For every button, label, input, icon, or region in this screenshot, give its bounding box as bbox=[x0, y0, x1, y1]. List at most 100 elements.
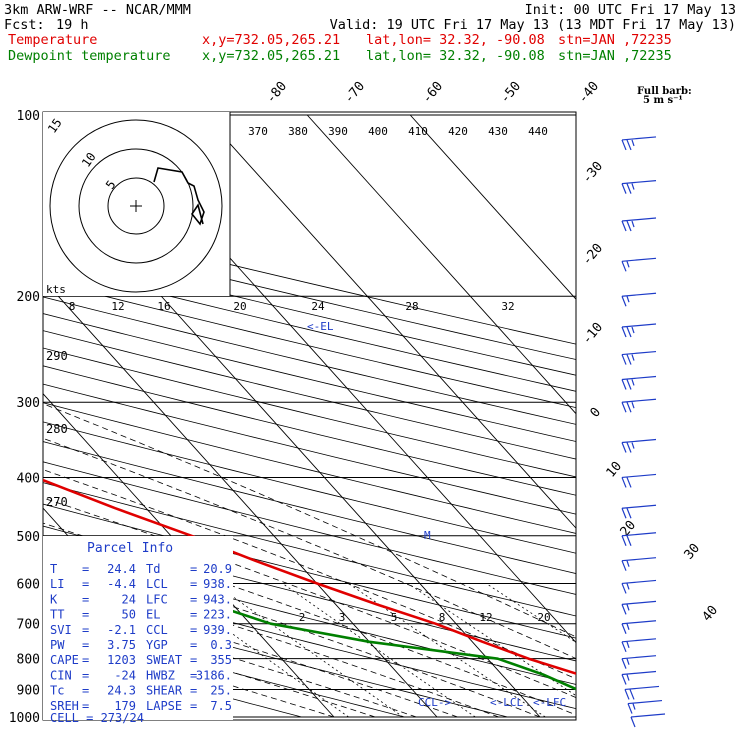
parcel-param-value: -2.1 bbox=[107, 623, 136, 637]
parcel-param-sep: = bbox=[190, 562, 197, 576]
parcel-param-sep: = bbox=[82, 653, 89, 667]
barb-staff bbox=[621, 620, 657, 625]
barb-flag bbox=[626, 379, 632, 390]
m-marker: M bbox=[424, 529, 431, 542]
barb-staff bbox=[630, 713, 666, 718]
parcel-param-name: SVI bbox=[50, 623, 72, 637]
dewpoint-station: stn=JAN ,72235 bbox=[558, 48, 672, 64]
barb-flag bbox=[621, 560, 627, 571]
parcel-param-value: 938. bbox=[203, 577, 232, 591]
hodograph-top-label: 380 bbox=[288, 125, 308, 138]
wind-barb bbox=[624, 685, 660, 700]
barb-flag bbox=[626, 183, 632, 194]
parcel-param-name: PW bbox=[50, 638, 65, 652]
wind-barb bbox=[621, 638, 657, 653]
parcel-cell: CELL = 273/24 bbox=[50, 711, 144, 725]
isotherm bbox=[203, 114, 576, 529]
barb-half-flag bbox=[626, 623, 630, 630]
barb-flag bbox=[627, 703, 633, 714]
dry-adiabat bbox=[43, 248, 576, 376]
barb-flag bbox=[621, 583, 627, 594]
dry-adiabat bbox=[43, 461, 576, 595]
barb-half-flag bbox=[631, 326, 635, 334]
dry-adiabat bbox=[43, 264, 576, 392]
pressure-label: 700 bbox=[17, 618, 40, 633]
barb-staff bbox=[621, 600, 657, 605]
dry-adiabat bbox=[43, 596, 508, 718]
pressure-label: 200 bbox=[17, 290, 40, 305]
barb-staff bbox=[621, 292, 657, 297]
barb-flag bbox=[621, 139, 627, 151]
moist-adiabat bbox=[43, 615, 376, 718]
barb-half-flag bbox=[631, 354, 635, 361]
barb-legend: Full barb: 5 m s⁻¹ bbox=[637, 86, 692, 106]
parcel-param-sep: = bbox=[82, 592, 89, 606]
wind-barb bbox=[621, 257, 657, 272]
barb-staff bbox=[621, 532, 657, 537]
parcel-param-name: Td bbox=[146, 562, 160, 576]
wind-barb bbox=[621, 670, 657, 685]
barb-staff bbox=[621, 136, 657, 141]
isotherm-label: -80 bbox=[264, 79, 291, 107]
parcel-param-value: 3186. bbox=[196, 668, 232, 682]
barb-half-flag bbox=[626, 560, 630, 567]
isotherm-label: 30 bbox=[682, 541, 704, 563]
parcel-param-value: 50 bbox=[122, 608, 136, 622]
barb-half-flag bbox=[631, 139, 635, 147]
forecast-hour: 19 h bbox=[56, 17, 89, 33]
parcel-param-value: 24.3 bbox=[107, 684, 136, 698]
parcel-param-value: 355 bbox=[210, 653, 232, 667]
dry-adiabat bbox=[43, 441, 576, 574]
isotherm-label: -10 bbox=[580, 320, 607, 348]
wind-barb bbox=[621, 179, 657, 194]
hodograph-ring-5 bbox=[107, 177, 165, 235]
parcel-param-name: EL bbox=[146, 608, 160, 622]
parcel-param-value: 943. bbox=[203, 592, 232, 606]
isotherm bbox=[409, 114, 576, 300]
hodograph-ring-label: 15 bbox=[45, 116, 65, 136]
barb-half-flag bbox=[631, 402, 635, 409]
dry-adiabat bbox=[43, 503, 576, 639]
wind-barb bbox=[621, 323, 657, 338]
pressure-label: 400 bbox=[17, 471, 40, 486]
barb-half-flag bbox=[631, 183, 635, 190]
barb-half-flag bbox=[632, 703, 636, 710]
barb-flag bbox=[626, 326, 632, 338]
parcel-param-sep: = bbox=[190, 653, 197, 667]
barb-flag bbox=[626, 402, 632, 413]
pressure-label: 600 bbox=[17, 577, 40, 592]
hodograph-bottom-label: 8 bbox=[69, 300, 76, 313]
barb-legend-line2: 5 m s⁻¹ bbox=[643, 95, 683, 106]
wind-barb bbox=[621, 350, 657, 365]
hodograph-ring-label: 10 bbox=[79, 150, 99, 170]
temperature-line bbox=[43, 478, 576, 675]
wind-barb bbox=[621, 473, 657, 488]
ccl-marker: CCL-> bbox=[418, 696, 451, 709]
mixing-ratio-label: 2 bbox=[299, 611, 306, 624]
hodograph-top-label: 440 bbox=[528, 125, 548, 138]
wind-barb bbox=[621, 375, 657, 390]
hodograph-units: kts bbox=[46, 283, 66, 296]
hodograph-bottom-label: 16 bbox=[157, 300, 170, 313]
mixing-ratio-label: 20 bbox=[537, 611, 550, 624]
hodograph-ring-15 bbox=[49, 119, 223, 293]
parcel-param-sep: = bbox=[82, 577, 89, 591]
parcel-param-name: T bbox=[50, 562, 57, 576]
header: 3km ARW-WRF -- NCAR/MMM Init: 00 UTC Fri… bbox=[4, 2, 736, 64]
barb-staff bbox=[621, 179, 657, 185]
hodograph-top-label: 410 bbox=[408, 125, 428, 138]
barb-flag bbox=[621, 658, 627, 669]
parcel-param-value: -24 bbox=[114, 668, 136, 682]
parcel-param-sep: = bbox=[82, 668, 89, 682]
barb-flag bbox=[626, 508, 632, 519]
barb-half-flag bbox=[626, 641, 630, 648]
barb-flag bbox=[629, 689, 635, 700]
wind-barb bbox=[621, 217, 657, 232]
barb-staff bbox=[621, 438, 657, 444]
parcel-param-value: 939. bbox=[203, 623, 232, 637]
wind-barb bbox=[621, 600, 657, 615]
parcel-param-value: 25. bbox=[210, 684, 232, 698]
barb-staff bbox=[621, 398, 657, 403]
barb-flag bbox=[621, 220, 627, 232]
dry-adiabat bbox=[43, 313, 576, 442]
